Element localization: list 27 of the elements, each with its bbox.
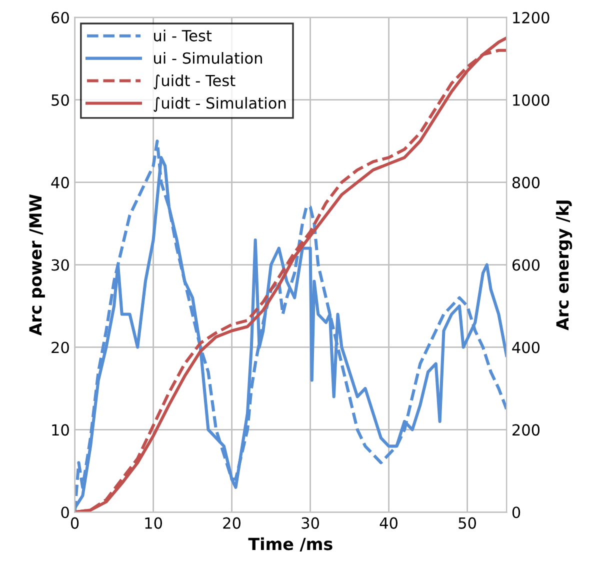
y2-tick-label: 600 — [512, 259, 540, 271]
x-tick-label: 0 — [70, 517, 79, 529]
x-axis-title: Time /ms — [248, 537, 332, 552]
y-tick-label: 60 — [52, 12, 69, 24]
y-tick-label: 40 — [51, 176, 69, 188]
y-tick-label: 10 — [52, 424, 69, 436]
x-tick-label: 20 — [223, 517, 241, 529]
y2-tick-label: 0 — [512, 506, 520, 518]
legend-label: ∫uidt - Test — [154, 74, 236, 90]
y2-tick-label: 1000 — [513, 94, 550, 106]
legend-label: ui - Simulation — [154, 52, 262, 64]
y2-tick-label: 400 — [512, 342, 540, 354]
y-tick-label: 0 — [61, 506, 69, 518]
legend-label: ∫uidt - Simulation — [154, 96, 286, 112]
x-tick-label: 10 — [145, 517, 162, 529]
y2-tick-label: 1200 — [513, 12, 550, 24]
x-tick-label: 50 — [458, 517, 476, 529]
legend-label: ui - Test — [154, 30, 212, 42]
y-tick-label: 20 — [52, 342, 69, 354]
y-tick-label: 30 — [52, 259, 69, 271]
y-tick-label: 50 — [52, 94, 69, 106]
y2-tick-label: 800 — [512, 176, 540, 188]
y-axis-title: Arc power /MW — [29, 194, 45, 336]
y2-tick-label: 200 — [512, 424, 540, 436]
x-tick-label: 40 — [380, 517, 398, 529]
x-tick-label: 30 — [302, 517, 319, 529]
y2-axis-title: Arc energy /kJ — [556, 200, 572, 330]
